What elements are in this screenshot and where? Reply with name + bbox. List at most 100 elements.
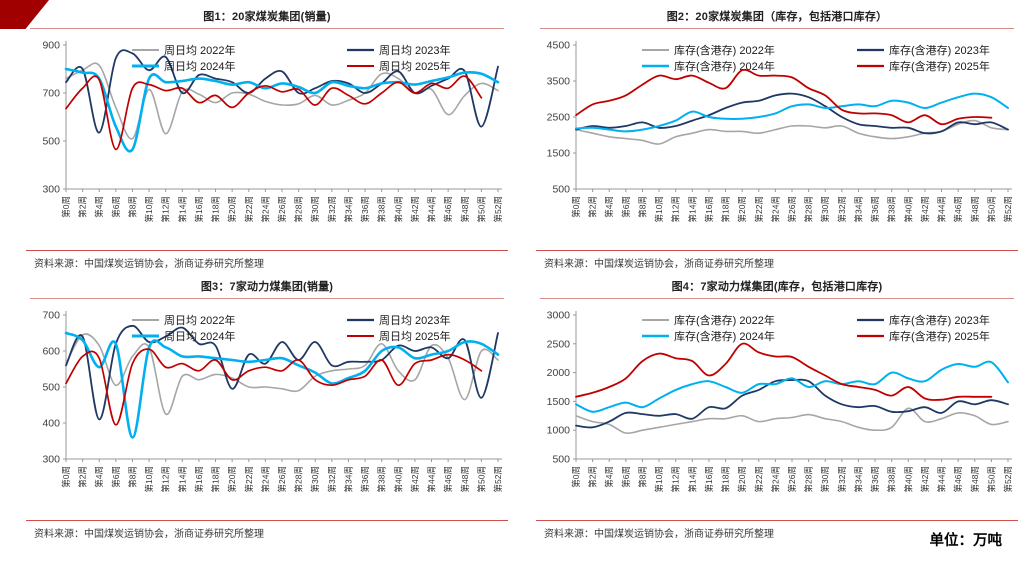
svg-text:第28周: 第28周 [804, 196, 814, 222]
svg-text:第12周: 第12周 [671, 196, 681, 222]
svg-text:第0周: 第0周 [571, 196, 581, 218]
svg-text:第10周: 第10周 [654, 466, 664, 492]
svg-text:第22周: 第22周 [754, 466, 764, 492]
chart-1-canvas: 300 500 700 900 第0周 第2周 第4周 第6周 第8周 第10周 第12周 第14周第… [26, 31, 508, 249]
svg-text:500: 500 [552, 454, 570, 466]
svg-text:第38周: 第38周 [377, 466, 387, 492]
svg-text:第10周: 第10周 [144, 196, 154, 222]
svg-text:第44周: 第44周 [937, 466, 947, 492]
svg-text:第16周: 第16周 [194, 466, 204, 492]
chart-3-source: 资料来源：中国煤炭运销协会，浙商证券研究所整理 [34, 529, 264, 540]
svg-text:第26周: 第26周 [277, 196, 287, 222]
svg-text:第32周: 第32周 [327, 466, 337, 492]
svg-text:第12周: 第12周 [161, 466, 171, 492]
svg-text:周日均 2024年: 周日均 2024年 [164, 59, 236, 73]
svg-text:第30周: 第30周 [820, 196, 830, 222]
svg-text:第50周: 第50周 [986, 196, 996, 222]
svg-text:第10周: 第10周 [144, 466, 154, 492]
svg-text:第40周: 第40周 [393, 466, 403, 492]
svg-text:第12周: 第12周 [161, 196, 171, 222]
svg-text:第24周: 第24周 [260, 196, 270, 222]
svg-text:库存(含港存) 2025年: 库存(含港存) 2025年 [889, 329, 990, 343]
chart-4-title: 图4：7家动力煤集团(库存，包括港口库存) [671, 281, 883, 293]
svg-text:库存(含港存) 2022年: 库存(含港存) 2022年 [674, 313, 775, 327]
svg-text:第14周: 第14周 [687, 196, 697, 222]
chart-4-canvas: 500 1000 1500 2000 2500 3000 第0周 第2周 第4周 第6周 第8周 第1… [536, 301, 1018, 519]
svg-text:第40周: 第40周 [903, 466, 913, 492]
svg-text:第2周: 第2周 [588, 196, 598, 218]
svg-text:周日均 2022年: 周日均 2022年 [164, 313, 236, 327]
svg-text:第4周: 第4周 [604, 466, 614, 488]
svg-text:第4周: 第4周 [94, 196, 104, 218]
svg-text:周日均 2024年: 周日均 2024年 [164, 329, 236, 343]
chart-2-canvas: 500 1500 2500 3500 4500 第0周 第2周 第4周 第6周 第8周 第10周 第1… [536, 31, 1018, 249]
svg-text:第28周: 第28周 [804, 466, 814, 492]
svg-text:400: 400 [42, 418, 60, 430]
unit-label: 单位：万吨 [929, 533, 1003, 549]
svg-text:第26周: 第26周 [787, 466, 797, 492]
svg-text:第46周: 第46周 [953, 466, 963, 492]
chart-panel-3: 图3：7家动力煤集团(销量) 300 400 500 600 700 第0周 第2周 第4周第… [26, 275, 508, 540]
svg-text:第26周: 第26周 [277, 466, 287, 492]
svg-text:第46周: 第46周 [953, 196, 963, 222]
svg-text:第40周: 第40周 [393, 196, 403, 222]
svg-text:库存(含港存) 2023年: 库存(含港存) 2023年 [889, 313, 990, 327]
svg-text:第20周: 第20周 [737, 196, 747, 222]
svg-text:第52周: 第52周 [493, 466, 503, 492]
svg-text:第14周: 第14周 [687, 466, 697, 492]
svg-text:库存(含港存) 2023年: 库存(含港存) 2023年 [889, 43, 990, 57]
chart-4-source-rule [536, 520, 1018, 521]
svg-text:第44周: 第44周 [937, 196, 947, 222]
svg-text:周日均 2025年: 周日均 2025年 [379, 329, 451, 343]
svg-text:第10周: 第10周 [654, 196, 664, 222]
svg-text:第26周: 第26周 [787, 196, 797, 222]
svg-text:库存(含港存) 2024年: 库存(含港存) 2024年 [674, 59, 775, 73]
svg-text:1500: 1500 [547, 148, 571, 160]
svg-text:第36周: 第36周 [360, 196, 370, 222]
svg-text:第42周: 第42周 [920, 466, 930, 492]
svg-text:第32周: 第32周 [837, 196, 847, 222]
chart-1-source-rule [26, 250, 508, 251]
svg-text:第8周: 第8周 [127, 466, 137, 488]
svg-text:第52周: 第52周 [1003, 466, 1013, 492]
svg-text:第28周: 第28周 [294, 196, 304, 222]
svg-text:第6周: 第6周 [111, 196, 121, 218]
svg-text:第6周: 第6周 [621, 196, 631, 218]
svg-text:第52周: 第52周 [1003, 196, 1013, 222]
svg-text:第28周: 第28周 [294, 466, 304, 492]
svg-text:第16周: 第16周 [194, 196, 204, 222]
svg-text:第38周: 第38周 [887, 196, 897, 222]
chart-3-canvas: 300 400 500 600 700 第0周 第2周 第4周 第6周 第8周 第10周 第12周 第1… [26, 301, 508, 519]
svg-text:第34周: 第34周 [343, 196, 353, 222]
chart-3-title: 图3：7家动力煤集团(销量) [200, 281, 334, 293]
svg-text:第32周: 第32周 [837, 466, 847, 492]
svg-text:2500: 2500 [547, 112, 571, 124]
svg-text:第42周: 第42周 [920, 196, 930, 222]
svg-text:500: 500 [42, 382, 60, 394]
svg-text:600: 600 [42, 346, 60, 358]
svg-text:第18周: 第18周 [211, 196, 221, 222]
chart-3-source-rule [26, 520, 508, 521]
svg-text:3500: 3500 [547, 76, 571, 88]
chart-svg: 300500700900第0周 第2周 第4周 第6周 第8周 第10周 第12周 第14周第… [42, 40, 503, 223]
svg-text:第24周: 第24周 [770, 196, 780, 222]
chart-2-source: 资料来源：中国煤炭运销协会，浙商证券研究所整理 [544, 259, 774, 270]
svg-text:周日均 2023年: 周日均 2023年 [379, 313, 451, 327]
chart-2-source-rule [536, 250, 1018, 251]
svg-text:第6周: 第6周 [621, 466, 631, 488]
svg-text:第48周: 第48周 [460, 196, 470, 222]
svg-text:2500: 2500 [547, 338, 571, 350]
svg-text:第4周: 第4周 [604, 196, 614, 218]
svg-text:第16周: 第16周 [704, 196, 714, 222]
svg-text:第50周: 第50周 [476, 196, 486, 222]
svg-text:1500: 1500 [547, 396, 571, 408]
svg-text:300: 300 [42, 454, 60, 466]
svg-text:第20周: 第20周 [227, 466, 237, 492]
svg-text:500: 500 [42, 136, 60, 148]
svg-text:300: 300 [42, 184, 60, 196]
svg-text:第2周: 第2周 [78, 466, 88, 488]
svg-text:第30周: 第30周 [310, 466, 320, 492]
svg-text:700: 700 [42, 88, 60, 100]
svg-text:第30周: 第30周 [310, 196, 320, 222]
